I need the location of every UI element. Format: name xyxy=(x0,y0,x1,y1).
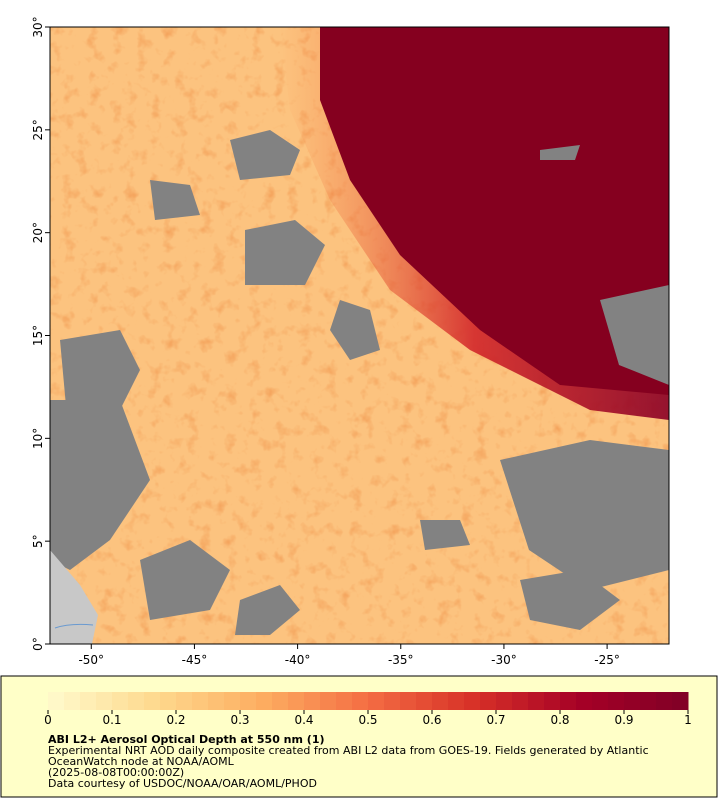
x-tick-label: -40° xyxy=(285,653,311,667)
colorbar: 0 0.1 0.2 0.3 0.4 0.5 0.6 0.7 0.8 0.9 1 xyxy=(44,692,692,727)
y-tick-label: 10° xyxy=(31,428,45,449)
colorbar-tick-label: 0.5 xyxy=(358,713,377,727)
colorbar-tick-label: 1 xyxy=(684,713,692,727)
caption-title: ABI L2+ Aerosol Optical Depth at 550 nm … xyxy=(48,733,325,746)
colorbar-tick-label: 0.4 xyxy=(294,713,313,727)
colorbar-step xyxy=(384,692,401,710)
colorbar-step xyxy=(176,692,193,710)
colorbar-step xyxy=(368,692,385,710)
x-tick-label: -25° xyxy=(594,653,620,667)
y-tick-label: 20° xyxy=(31,222,45,243)
colorbar-step xyxy=(272,692,289,710)
colorbar-step xyxy=(64,692,81,710)
colorbar-step xyxy=(656,692,673,710)
colorbar-step xyxy=(464,692,481,710)
colorbar-step xyxy=(416,692,433,710)
colorbar-step xyxy=(128,692,145,710)
colorbar-tick-label: 0 xyxy=(44,713,52,727)
colorbar-step xyxy=(160,692,177,710)
colorbar-tick-label: 0.6 xyxy=(422,713,441,727)
colorbar-step xyxy=(560,692,577,710)
y-tick-label: 5° xyxy=(31,534,45,548)
x-tick-label: -30° xyxy=(491,653,517,667)
caption-line: Experimental NRT AOD daily composite cre… xyxy=(48,744,649,757)
colorbar-step xyxy=(112,692,129,710)
x-tick-label: -35° xyxy=(388,653,414,667)
colorbar-step xyxy=(80,692,97,710)
x-tick-label: -45° xyxy=(182,653,208,667)
colorbar-tick-label: 0.7 xyxy=(486,713,505,727)
colorbar-step xyxy=(592,692,609,710)
colorbar-step xyxy=(512,692,529,710)
x-tick-label: -50° xyxy=(78,653,104,667)
colorbar-step xyxy=(256,692,273,710)
colorbar-step xyxy=(336,692,353,710)
caption-line: OceanWatch node at NOAA/AOML xyxy=(48,755,235,768)
colorbar-step xyxy=(240,692,257,710)
colorbar-step xyxy=(304,692,321,710)
colorbar-tick-label: 0.3 xyxy=(230,713,249,727)
colorbar-step xyxy=(528,692,545,710)
colorbar-step xyxy=(608,692,625,710)
colorbar-tick-label: 0.9 xyxy=(614,713,633,727)
map-image xyxy=(50,27,669,644)
colorbar-step xyxy=(96,692,113,710)
colorbar-step xyxy=(400,692,417,710)
colorbar-step xyxy=(496,692,513,710)
colorbar-step xyxy=(48,692,65,710)
colorbar-step xyxy=(624,692,641,710)
colorbar-step xyxy=(640,692,657,710)
y-tick-label: 15° xyxy=(31,325,45,346)
colorbar-step xyxy=(576,692,593,710)
colorbar-step xyxy=(208,692,225,710)
colorbar-step xyxy=(144,692,161,710)
colorbar-step xyxy=(448,692,465,710)
colorbar-step xyxy=(672,692,689,710)
colorbar-step xyxy=(224,692,241,710)
y-tick-label: 25° xyxy=(31,119,45,140)
colorbar-step xyxy=(352,692,369,710)
colorbar-step xyxy=(288,692,305,710)
y-tick-label: 0° xyxy=(31,637,45,651)
colorbar-step xyxy=(432,692,449,710)
caption-line: Data courtesy of USDOC/NOAA/OAR/AOML/PHO… xyxy=(48,777,317,790)
colorbar-step xyxy=(480,692,497,710)
y-tick-label: 30° xyxy=(31,16,45,37)
colorbar-tick-label: 0.1 xyxy=(102,713,121,727)
caption-line: (2025-08-08T00:00:00Z) xyxy=(48,766,184,779)
colorbar-step xyxy=(192,692,209,710)
colorbar-tick-label: 0.2 xyxy=(166,713,185,727)
colorbar-tick-label: 0.8 xyxy=(550,713,569,727)
colorbar-step xyxy=(320,692,337,710)
colorbar-step xyxy=(544,692,561,710)
